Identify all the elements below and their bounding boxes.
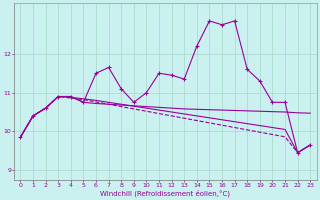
X-axis label: Windchill (Refroidissement éolien,°C): Windchill (Refroidissement éolien,°C) bbox=[100, 189, 230, 197]
